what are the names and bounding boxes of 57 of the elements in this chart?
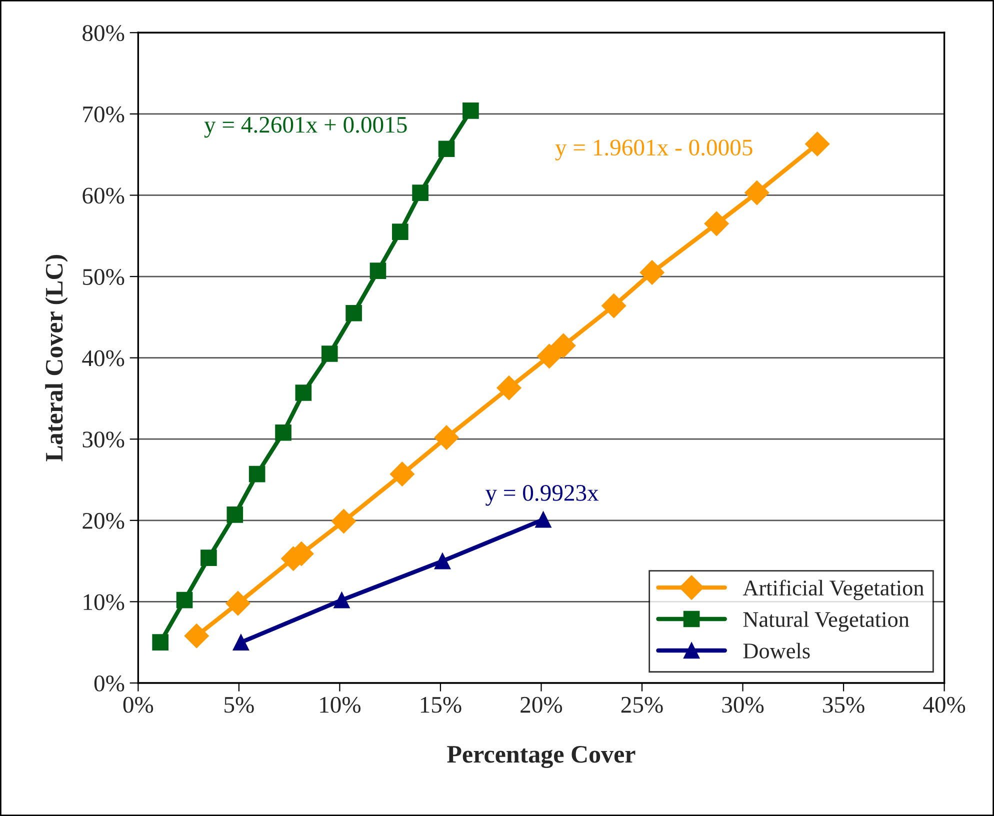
point xyxy=(744,180,770,206)
point xyxy=(412,184,428,201)
point xyxy=(226,506,244,523)
point xyxy=(200,550,217,566)
y-tick-label: 30% xyxy=(82,432,124,448)
point xyxy=(334,592,350,608)
point xyxy=(805,132,830,156)
point xyxy=(438,140,455,158)
point xyxy=(370,262,386,279)
x-tick-label: 20% xyxy=(520,696,562,713)
point xyxy=(232,634,250,651)
annotation: y = 1.9601x - 0.0005 xyxy=(555,140,752,160)
x-tick-label: 25% xyxy=(621,696,663,713)
y-tick-label: 50% xyxy=(83,269,124,286)
point xyxy=(462,102,479,119)
legend-label: Artificial Vegetation xyxy=(742,580,924,600)
x-axis-title: Percentage Cover xyxy=(447,746,636,768)
point xyxy=(152,634,168,651)
x-tick-label: 10% xyxy=(320,696,361,713)
point xyxy=(321,346,338,362)
legend-label: Dowels xyxy=(743,642,810,658)
point xyxy=(248,466,266,482)
y-tick-label: 0% xyxy=(94,675,124,692)
point xyxy=(295,384,312,401)
point xyxy=(551,333,576,358)
x-tick-label: 15% xyxy=(420,696,462,713)
x-tick-label: 5% xyxy=(224,696,254,713)
point xyxy=(184,624,209,648)
point xyxy=(535,511,552,528)
point xyxy=(176,592,193,608)
point xyxy=(392,224,408,240)
x-tick-label: 0% xyxy=(123,696,154,713)
y-tick-label: 10% xyxy=(84,594,124,610)
y-tick-label: 70% xyxy=(83,106,124,122)
x-tick-label: 35% xyxy=(823,696,864,713)
legend-label: Natural Vegetation xyxy=(743,611,910,632)
point xyxy=(331,508,356,534)
y-tick-label: 20% xyxy=(82,512,124,529)
point xyxy=(275,424,292,441)
point xyxy=(496,376,522,400)
point xyxy=(346,304,362,322)
annotation: y = 4.2601x + 0.0015 xyxy=(204,116,407,138)
point xyxy=(536,344,562,368)
point xyxy=(434,425,459,450)
y-tick-label: 60% xyxy=(82,188,124,204)
point xyxy=(390,462,414,486)
y-axis-title: Lateral Cover (LC) xyxy=(45,255,68,462)
x-tick-label: 40% xyxy=(923,696,966,713)
y-tick-label: 80% xyxy=(82,25,124,42)
point xyxy=(601,293,626,318)
point xyxy=(704,211,729,236)
point xyxy=(434,552,451,570)
x-tick-label: 30% xyxy=(722,696,764,713)
y-tick-label: 40% xyxy=(82,350,124,366)
point xyxy=(640,260,664,285)
point xyxy=(226,591,250,616)
annotation: y = 0.9923x xyxy=(485,484,599,506)
